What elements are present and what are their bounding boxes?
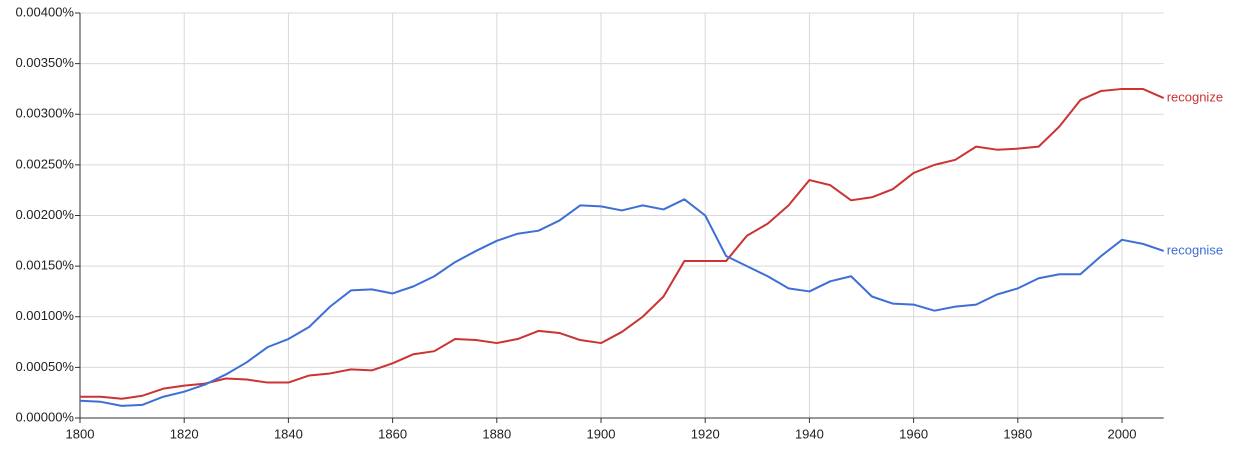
y-tick-label: 0.00350% (15, 55, 74, 70)
y-tick-label: 0.00250% (15, 156, 74, 171)
y-tick-label: 0.00100% (15, 308, 74, 323)
x-tick-label: 1860 (378, 426, 407, 441)
x-tick-label: 1840 (274, 426, 303, 441)
x-tick-label: 1960 (899, 426, 928, 441)
x-tick-label: 1900 (587, 426, 616, 441)
x-tick-label: 1880 (482, 426, 511, 441)
series-label: recognise (1167, 242, 1223, 257)
y-tick-label: 0.00150% (15, 258, 74, 273)
y-tick-label: 0.00400% (15, 4, 74, 19)
y-tick-label: 0.00000% (15, 409, 74, 424)
y-tick-label: 0.00050% (15, 359, 74, 374)
x-tick-label: 1800 (66, 426, 95, 441)
x-tick-label: 1920 (691, 426, 720, 441)
x-tick-label: 1980 (1003, 426, 1032, 441)
x-tick-label: 2000 (1108, 426, 1137, 441)
x-tick-label: 1820 (170, 426, 199, 441)
series-line (79, 198, 1165, 407)
series-line (80, 87, 1165, 400)
y-tick-label: 0.00300% (15, 106, 74, 121)
series-label: recognize (1167, 89, 1223, 104)
x-tick-label: 1940 (795, 426, 824, 441)
y-tick-label: 0.00200% (15, 207, 74, 222)
